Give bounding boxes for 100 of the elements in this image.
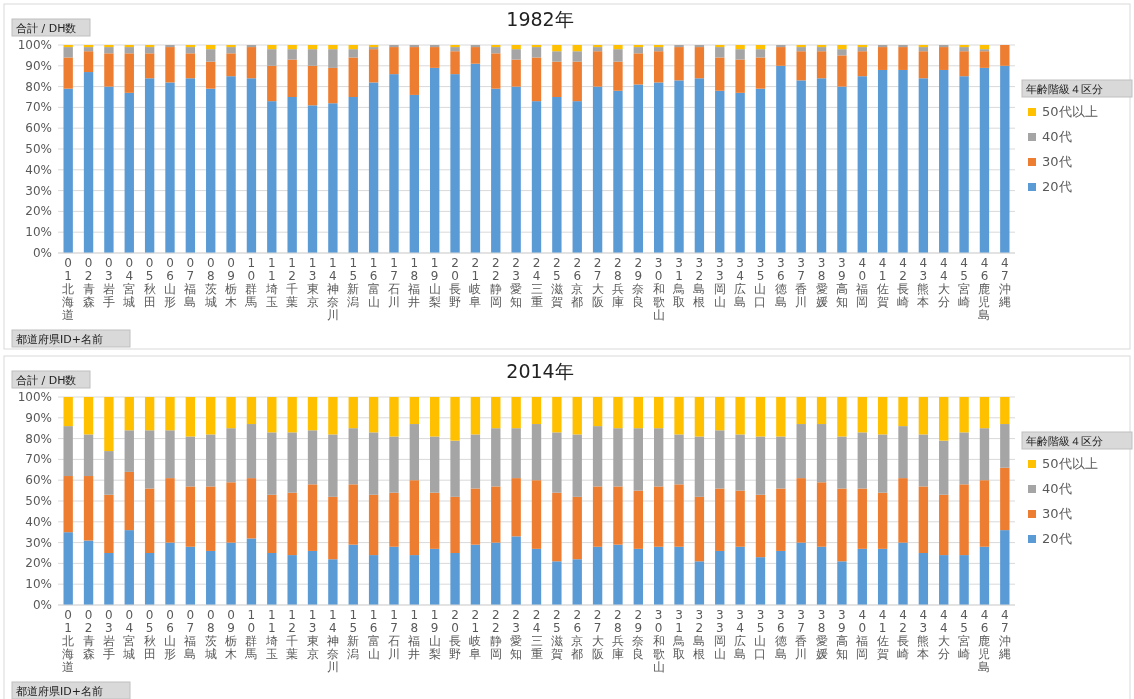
bar <box>185 436 196 487</box>
bar <box>715 90 725 253</box>
x-tick-label: 14神奈川 <box>325 608 340 674</box>
bar <box>368 494 379 556</box>
bar <box>246 45 257 48</box>
bar <box>959 555 969 605</box>
y-tick-label: 70% <box>25 100 52 115</box>
bar <box>979 49 990 52</box>
bar <box>491 88 501 253</box>
bar <box>776 65 786 253</box>
x-tick-label: 10群馬 <box>244 608 259 661</box>
x-tick-label: 43熊本 <box>916 608 931 661</box>
bar <box>144 53 155 79</box>
bar <box>206 434 216 487</box>
bar <box>613 49 623 62</box>
bar <box>613 397 623 429</box>
bar <box>552 432 562 493</box>
bar <box>104 47 114 54</box>
bar <box>898 47 908 70</box>
bar <box>531 424 542 481</box>
bar <box>328 49 338 68</box>
bar <box>185 397 196 437</box>
bar <box>633 490 643 549</box>
bar <box>877 47 888 70</box>
x-tick-label: 30和歌山 <box>651 256 666 322</box>
bar <box>307 49 318 66</box>
bar <box>144 45 155 48</box>
bar <box>165 397 175 431</box>
bar <box>959 47 969 52</box>
x-tick-label: 06山形 <box>163 256 177 309</box>
bar <box>83 47 94 52</box>
bar <box>837 397 847 437</box>
x-tick-label: 03岩手 <box>101 608 116 661</box>
bar <box>1000 45 1010 66</box>
bar <box>552 61 562 97</box>
x-tick-label: 11埼玉 <box>264 256 279 309</box>
bar <box>613 428 623 487</box>
bar <box>267 397 277 433</box>
bar <box>755 49 766 58</box>
bar <box>857 548 867 605</box>
bar <box>124 397 134 431</box>
bar <box>837 45 847 50</box>
bar <box>267 432 277 495</box>
bar <box>348 49 358 58</box>
bar <box>368 49 379 83</box>
bar <box>1000 424 1010 468</box>
x-tick-label: 41佐賀 <box>875 256 890 309</box>
bar <box>755 45 766 50</box>
bar <box>450 51 460 75</box>
bar <box>83 45 94 48</box>
bar <box>531 480 542 549</box>
y-tick-label: 10% <box>25 225 52 240</box>
bar <box>348 397 358 429</box>
bar <box>898 426 908 479</box>
x-tick-label: 04宮城 <box>122 256 137 309</box>
bar <box>735 92 745 253</box>
bar <box>898 397 908 427</box>
bar <box>674 45 684 48</box>
bar <box>898 478 908 543</box>
y-tick-label: 50% <box>25 142 52 156</box>
x-tick-label: 45宮崎 <box>957 608 972 661</box>
bar <box>816 482 827 547</box>
bar <box>1000 530 1010 605</box>
x-tick-label: 32島根 <box>692 256 707 309</box>
bar <box>572 434 582 497</box>
bar <box>552 97 562 253</box>
bar <box>796 80 806 253</box>
bar <box>450 47 460 52</box>
bar <box>979 45 990 50</box>
x-tick-label: 39高知 <box>834 608 849 661</box>
x-tick-label: 47沖縄 <box>997 608 1012 661</box>
y-tick-label: 60% <box>25 121 52 136</box>
bar <box>83 397 94 435</box>
bar <box>715 550 725 605</box>
bar <box>307 484 318 551</box>
bar <box>979 428 990 481</box>
bar <box>511 86 521 253</box>
x-tick-label: 28兵庫 <box>610 608 625 661</box>
bar <box>165 478 175 543</box>
bar <box>511 59 521 87</box>
bar <box>939 555 949 605</box>
chart-title: 2014年 <box>506 360 574 382</box>
bar <box>572 101 582 253</box>
bar <box>470 488 481 545</box>
x-tick-label: 08茨城 <box>203 608 218 661</box>
y-tick-label: 20% <box>25 204 52 219</box>
bar <box>267 101 277 253</box>
bar <box>267 553 277 605</box>
bar <box>287 45 297 50</box>
bar <box>287 59 297 97</box>
bar <box>511 478 521 537</box>
bar <box>592 486 603 547</box>
bar <box>816 78 827 253</box>
bar <box>491 486 501 543</box>
x-tick-label: 05秋田 <box>142 256 157 309</box>
bar <box>104 451 114 495</box>
x-tick-label: 41佐賀 <box>875 608 890 661</box>
bar <box>226 482 236 543</box>
x-tick-label: 09栃木 <box>224 608 239 661</box>
bar <box>552 45 562 52</box>
